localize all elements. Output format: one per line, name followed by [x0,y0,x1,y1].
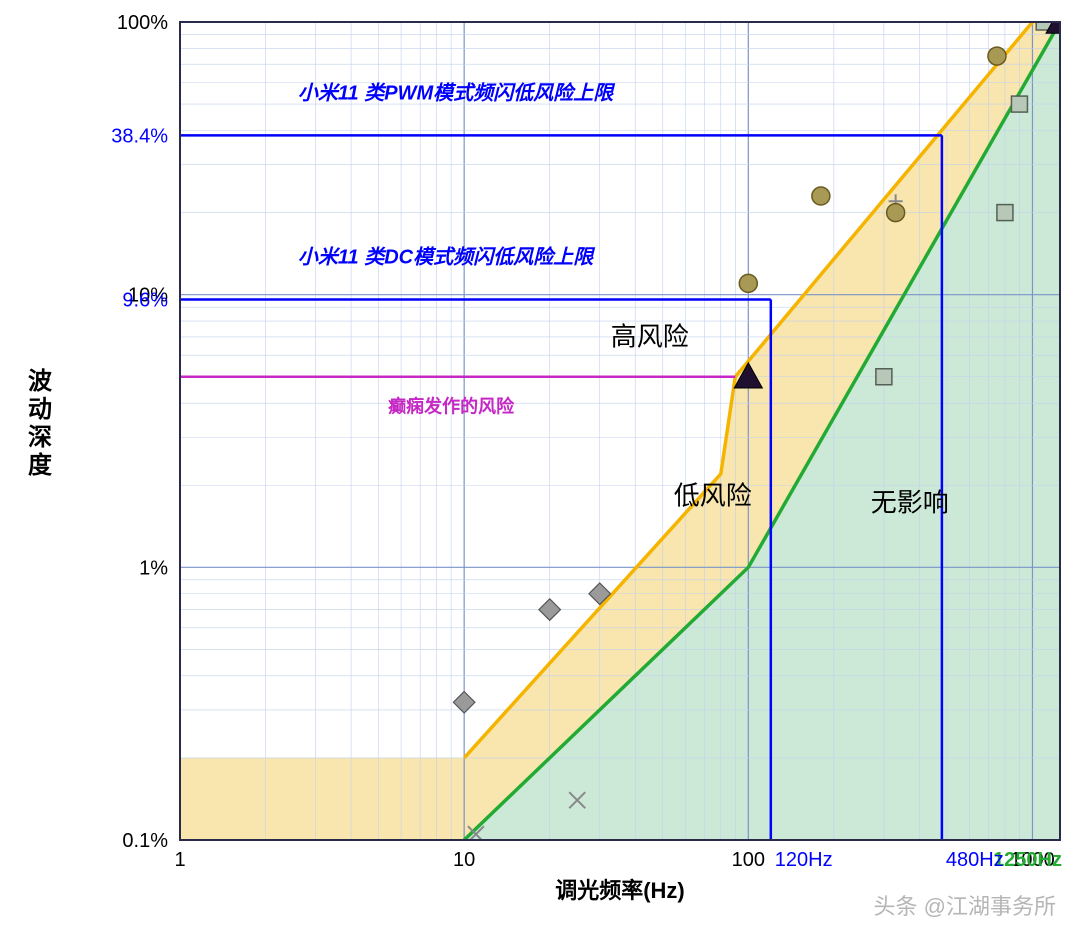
x-tick-label: 1 [174,849,185,871]
epilepsy-risk-label: 癫痫发作的风险 [388,395,515,416]
x-tick-120Hz: 120Hz [775,849,833,871]
y-tick-label: 0.1% [122,830,168,852]
y-tick-label: 100% [117,12,168,34]
marker-square [1011,96,1027,112]
marker-circle [988,47,1006,65]
y-tick-9.6%: 9.6% [122,290,168,312]
svg-text:动: 动 [28,396,52,423]
marker-circle [887,204,905,222]
y-tick-38.4%: 38.4% [111,125,168,147]
marker-circle [739,274,757,292]
marker-square [997,205,1013,221]
svg-text:度: 度 [28,451,53,479]
y-tick-label: 1% [139,557,168,579]
svg-text:波: 波 [28,368,53,395]
y-axis-label: 波动深度 [28,368,53,479]
zone-label-no_effect: 无影响 [871,488,949,518]
x-axis-label: 调光频率(Hz) [555,878,685,903]
marker-square [876,369,892,385]
x-tick-480Hz: 480Hz [946,849,1004,871]
dc-limit-label: 小米11 类DC模式频闪低风险上限 [298,246,596,269]
x-tick-label: 100 [732,849,765,871]
marker-circle [812,187,830,205]
svg-text:深: 深 [28,424,52,451]
pwm-limit-label: 小米11 类PWM模式频闪低风险上限 [298,81,616,104]
risk-chart: 11010010000.1%1%10%100%1250Hz38.4%480Hz9… [0,0,1080,935]
x-tick-label: 10 [453,849,475,871]
zone-label-high_risk: 高风险 [611,322,689,352]
zone-label-low_risk: 低风险 [674,480,752,510]
